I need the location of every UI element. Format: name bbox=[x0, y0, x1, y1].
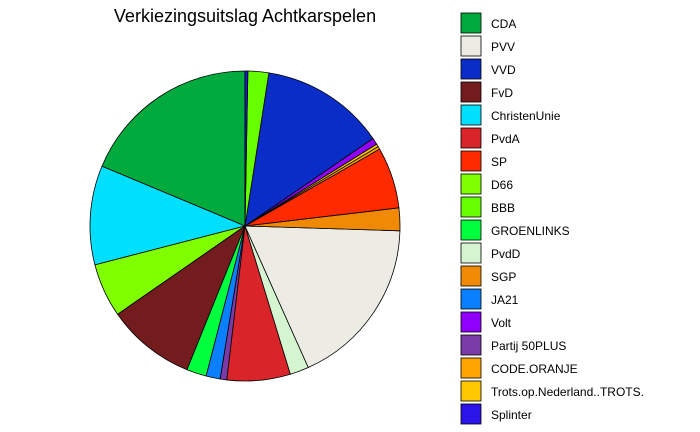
legend-swatch-splinter bbox=[460, 403, 482, 425]
legend-label-fvd: FvD bbox=[491, 86, 513, 100]
legend-swatch-groenlinks bbox=[460, 219, 482, 241]
legend-label-sp: SP bbox=[491, 155, 507, 169]
legend-label-trots-op-nederland-trots: Trots.op.Nederland..TROTS. bbox=[491, 385, 644, 399]
legend-label-partij-50plus: Partij 50PLUS bbox=[491, 339, 566, 353]
legend-label-sgp: SGP bbox=[491, 270, 516, 284]
chart-title: Verkiezingsuitslag Achtkarspelen bbox=[114, 6, 376, 26]
legend-swatch-d66 bbox=[460, 173, 482, 195]
legend-label-groenlinks: GROENLINKS bbox=[491, 224, 570, 238]
legend-swatch-volt bbox=[460, 311, 482, 333]
legend-swatch-partij-50plus bbox=[460, 334, 482, 356]
legend-swatch-vvd bbox=[460, 58, 482, 80]
legend-swatch-ja21 bbox=[460, 288, 482, 310]
legend-swatch-bbb bbox=[460, 196, 482, 218]
legend-label-ja21: JA21 bbox=[491, 293, 519, 307]
legend-label-d66: D66 bbox=[491, 178, 513, 192]
legend-swatch-trots-op-nederland-trots bbox=[460, 380, 482, 402]
pie-slice-pvv bbox=[244, 225, 401, 369]
legend-swatch-sp bbox=[460, 150, 482, 172]
legend-swatch-cda bbox=[460, 12, 482, 34]
legend-swatch-sgp bbox=[460, 265, 482, 287]
legend-label-code-oranje: CODE.ORANJE bbox=[491, 362, 578, 376]
pie-slice-christenunie bbox=[89, 165, 247, 266]
legend-swatch-fvd bbox=[460, 81, 482, 103]
legend: CDA PVV VVD FvD ChristenUnie PvdA SP D66 BBB GROE… bbox=[460, 12, 644, 425]
pie-slice-cda bbox=[101, 70, 246, 227]
legend-swatch-pvv bbox=[460, 35, 482, 57]
legend-label-cda: CDA bbox=[491, 17, 516, 31]
legend-label-volt: Volt bbox=[491, 316, 512, 330]
legend-label-vvd: VVD bbox=[491, 63, 516, 77]
legend-label-splinter: Splinter bbox=[491, 408, 532, 422]
legend-label-pvda: PvdA bbox=[491, 132, 520, 146]
legend-swatch-code-oranje bbox=[460, 357, 482, 379]
legend-swatch-pvdd bbox=[460, 242, 482, 264]
pie-slice-splinter bbox=[244, 70, 249, 227]
legend-label-christenunie: ChristenUnie bbox=[491, 109, 561, 123]
legend-label-pvdd: PvdD bbox=[491, 247, 521, 261]
legend-swatch-pvda bbox=[460, 127, 482, 149]
pie-slice-fvd bbox=[117, 224, 246, 371]
pie-slice-vvd bbox=[244, 72, 374, 227]
legend-label-pvv: PVV bbox=[491, 40, 515, 54]
legend-label-bbb: BBB bbox=[491, 201, 515, 215]
legend-swatch-christenunie bbox=[460, 104, 482, 126]
pie-slices bbox=[89, 70, 401, 382]
